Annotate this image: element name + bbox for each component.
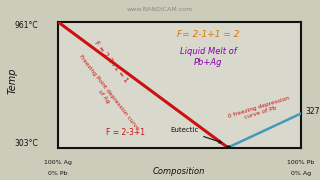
Text: F = 2-2+1 = 1: F = 2-2+1 = 1 bbox=[93, 40, 129, 84]
Text: Freezing Point depression curve
of Ag: Freezing Point depression curve of Ag bbox=[73, 54, 140, 135]
Text: 327°C: 327°C bbox=[306, 107, 320, 116]
Text: F= 2-1+1 = 2: F= 2-1+1 = 2 bbox=[177, 30, 240, 39]
Text: Temp: Temp bbox=[8, 68, 18, 94]
Text: Eutectic: Eutectic bbox=[170, 127, 221, 143]
Text: 100% Ag: 100% Ag bbox=[44, 160, 72, 165]
Text: 100% Pb: 100% Pb bbox=[287, 160, 315, 165]
Text: www.BANDICAM.com: www.BANDICAM.com bbox=[127, 7, 193, 12]
Text: 303°C: 303°C bbox=[15, 140, 38, 148]
Text: Composition: Composition bbox=[153, 167, 205, 176]
Text: 961°C: 961°C bbox=[15, 21, 38, 30]
Text: 0% Pb: 0% Pb bbox=[48, 171, 67, 176]
Text: F = 2-3+1: F = 2-3+1 bbox=[106, 128, 145, 137]
Text: 0% Ag: 0% Ag bbox=[291, 171, 311, 176]
Text: Liquid Melt of
Pb+Ag: Liquid Melt of Pb+Ag bbox=[180, 47, 237, 67]
Text: 0 freezing depression
curve of Pb: 0 freezing depression curve of Pb bbox=[227, 95, 292, 124]
